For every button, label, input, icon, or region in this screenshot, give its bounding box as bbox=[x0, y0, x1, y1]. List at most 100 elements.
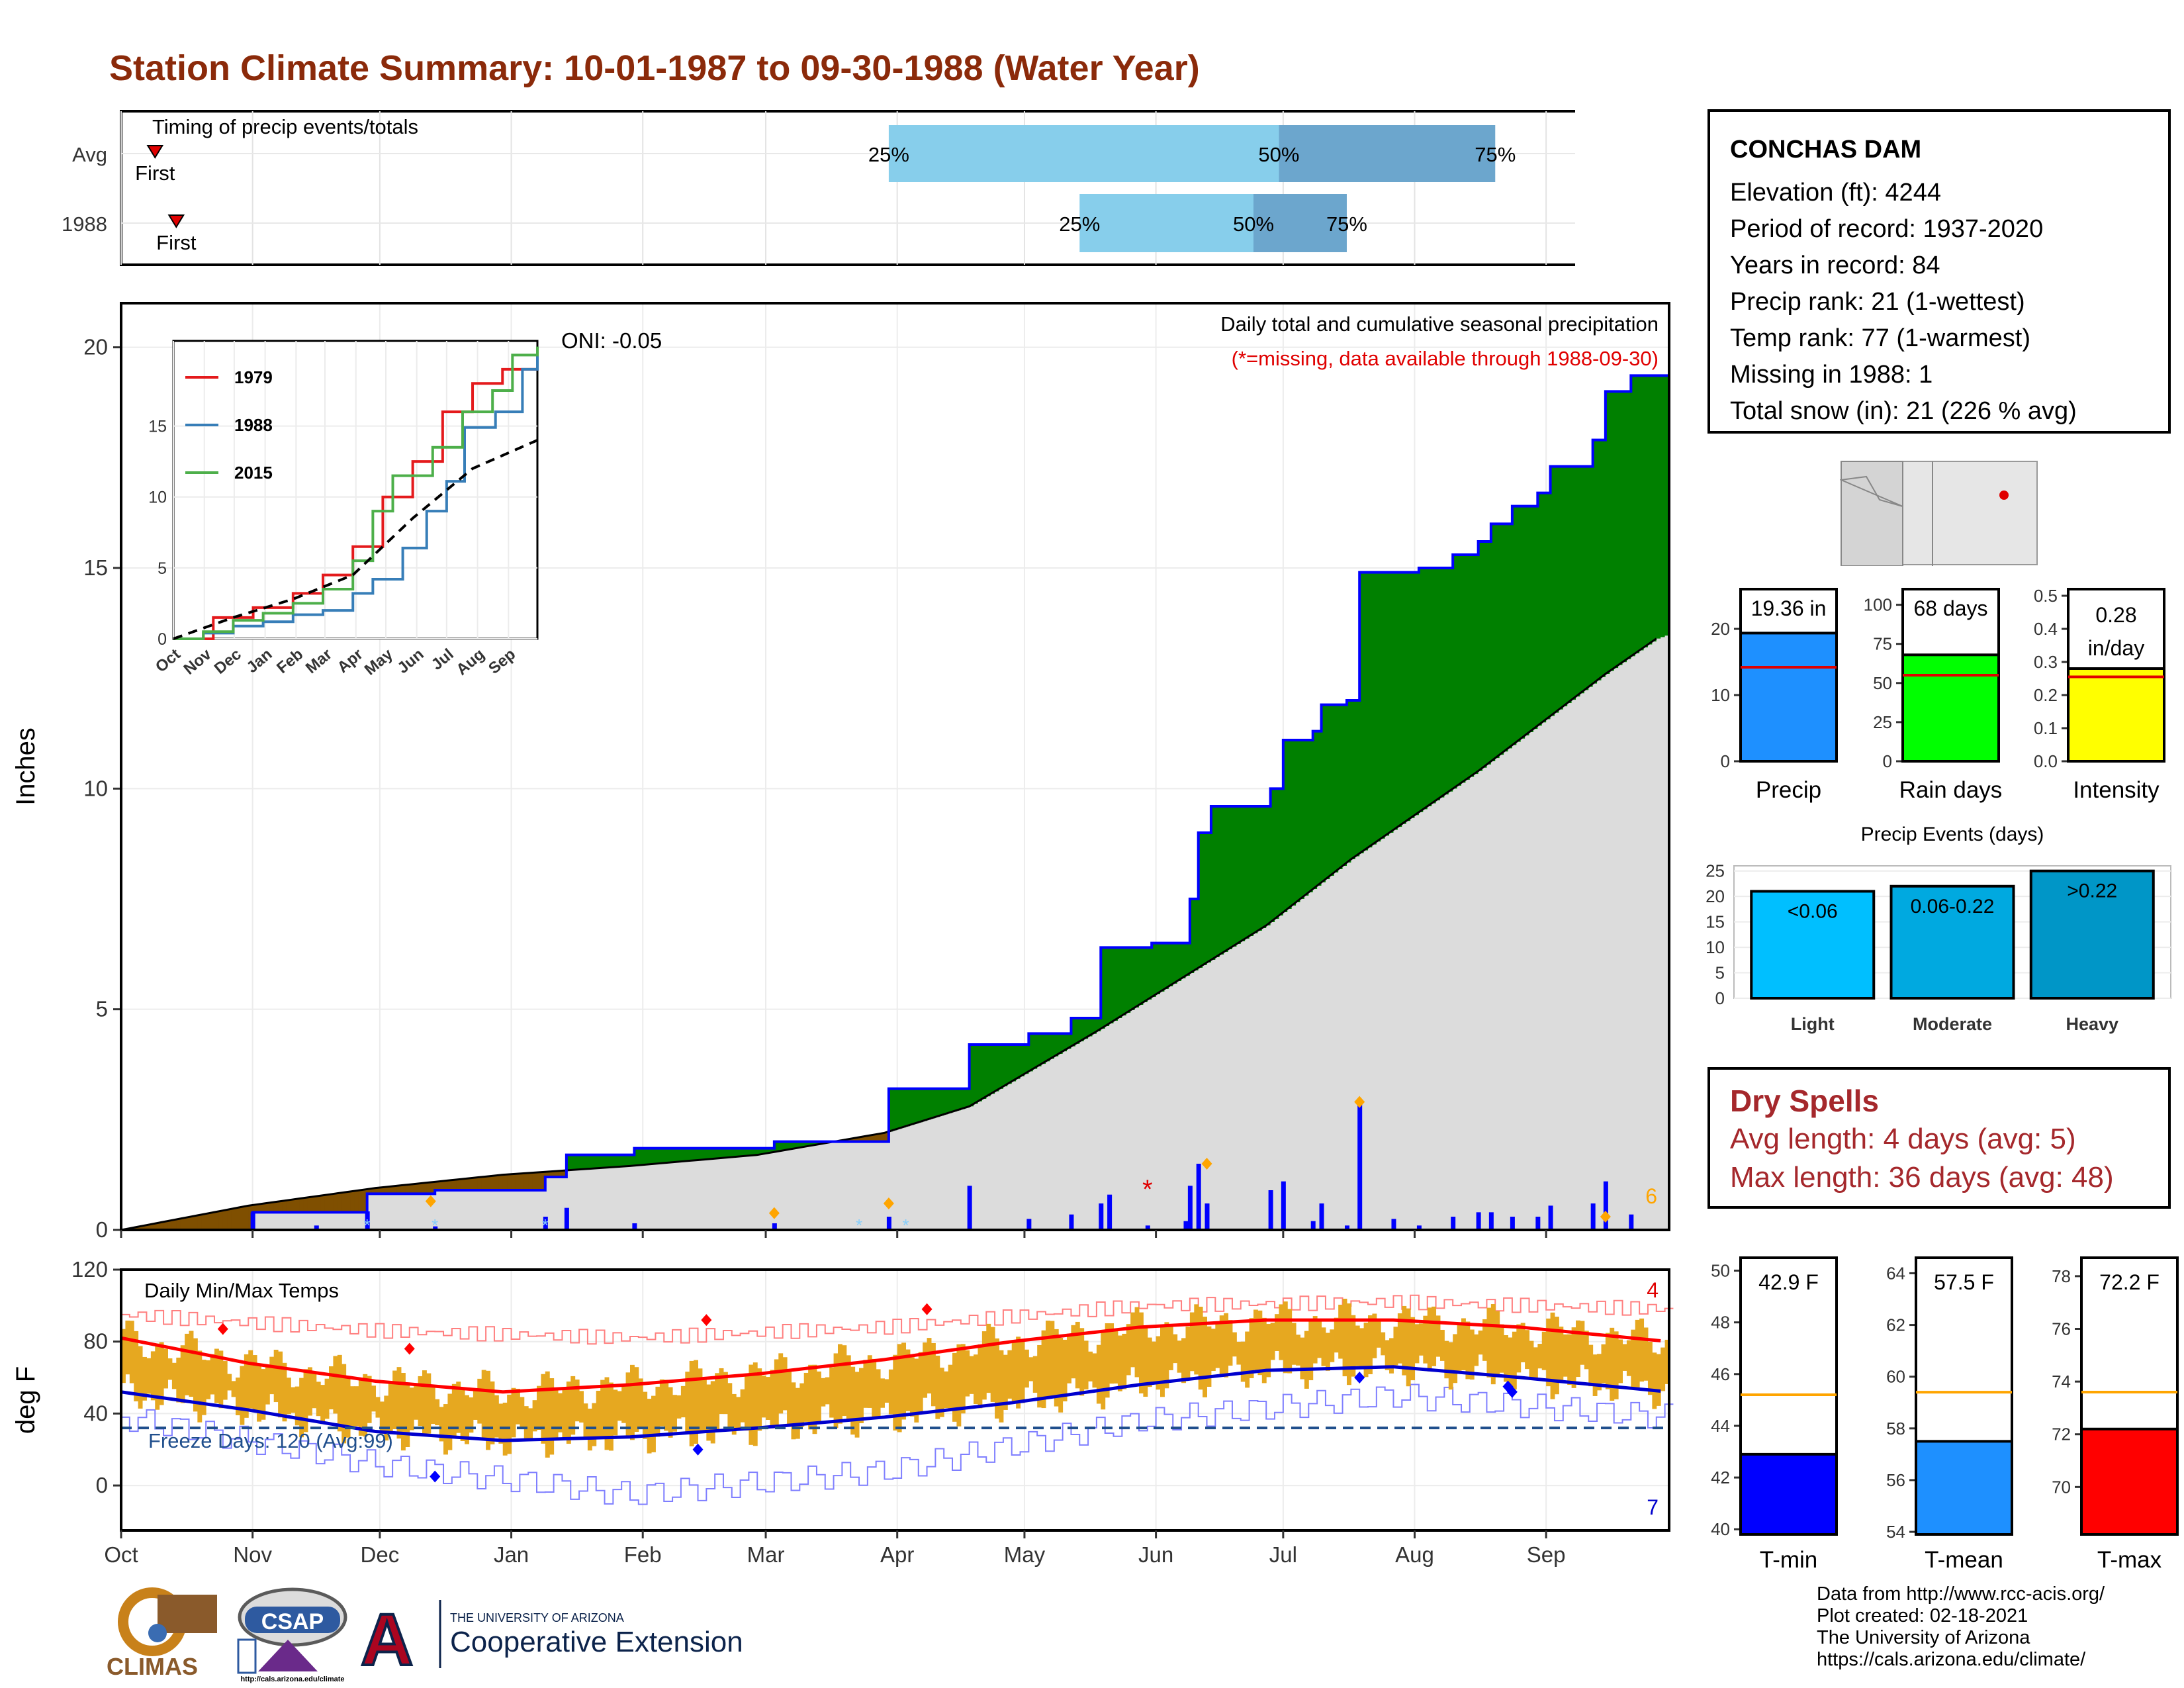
wet-anomaly-fill bbox=[1664, 375, 1670, 636]
avg-fill bbox=[846, 1141, 851, 1230]
dry-anomaly-fill bbox=[537, 1172, 542, 1190]
avg-fill bbox=[1253, 933, 1259, 1230]
avg-fill bbox=[752, 1155, 758, 1230]
wet-anomaly-fill bbox=[702, 1148, 707, 1160]
wet-anomaly-fill bbox=[1537, 492, 1543, 726]
wet-anomaly-fill bbox=[664, 1148, 669, 1163]
station-info-line: Precip rank: 21 (1-wettest) bbox=[1730, 288, 2025, 316]
dry-anomaly-fill bbox=[167, 1221, 173, 1230]
wet-anomaly-fill bbox=[1605, 391, 1610, 674]
daily-temp-bar bbox=[821, 1378, 826, 1407]
wet-anomaly-fill bbox=[1279, 788, 1284, 915]
avg-fill bbox=[273, 1212, 279, 1230]
daily-temp-bar bbox=[363, 1374, 368, 1437]
avg-fill bbox=[1092, 1033, 1097, 1230]
mini-bar-value-unit: in/day bbox=[2088, 636, 2144, 660]
daily-temp-bar bbox=[1546, 1318, 1551, 1387]
dry-anomaly-fill bbox=[189, 1217, 194, 1230]
avg-fill bbox=[1045, 1061, 1050, 1230]
avg-fill bbox=[859, 1141, 864, 1230]
daily-temp-bar bbox=[269, 1356, 275, 1395]
daily-temp-bar bbox=[901, 1342, 907, 1420]
daily-temp-bar bbox=[680, 1385, 686, 1418]
avg-fill bbox=[562, 1177, 567, 1230]
avg-fill bbox=[1266, 925, 1271, 1230]
dry-anomaly-fill bbox=[138, 1227, 143, 1230]
avg-fill bbox=[1402, 823, 1407, 1230]
dry-anomaly-fill bbox=[222, 1210, 228, 1230]
daily-temp-bar bbox=[1508, 1337, 1513, 1393]
dry-anomaly-fill bbox=[150, 1224, 156, 1230]
daily-temp-bar bbox=[1571, 1327, 1576, 1388]
daily-temp-bar bbox=[1592, 1354, 1598, 1396]
tbar-t-min bbox=[1739, 1452, 1838, 1536]
daily-temp-bar bbox=[134, 1331, 139, 1401]
dry-anomaly-fill bbox=[498, 1175, 504, 1190]
avg-fill bbox=[430, 1194, 435, 1230]
daily-precip-bar bbox=[1548, 1205, 1553, 1230]
ua-small-text: THE UNIVERSITY OF ARIZONA bbox=[450, 1611, 624, 1624]
avg-fill bbox=[375, 1194, 381, 1230]
daily-temp-bar bbox=[944, 1371, 949, 1409]
dry-anomaly-fill bbox=[231, 1209, 236, 1230]
wet-anomaly-fill bbox=[1435, 568, 1441, 801]
avg-fill bbox=[706, 1159, 711, 1230]
avg-fill bbox=[782, 1150, 788, 1230]
avg-fill bbox=[1122, 1015, 1127, 1230]
daily-temp-bar bbox=[1101, 1332, 1106, 1410]
wet-anomaly-fill bbox=[1079, 1018, 1085, 1042]
avg-fill bbox=[1050, 1058, 1055, 1230]
daily-temp-bar bbox=[995, 1338, 1000, 1419]
daily-temp-bar bbox=[240, 1366, 245, 1425]
wet-anomaly-fill bbox=[770, 1148, 775, 1153]
dry-anomaly-fill bbox=[473, 1178, 478, 1190]
dry-anomaly-fill bbox=[469, 1178, 474, 1190]
events-bar-range: >0.22 bbox=[2067, 880, 2117, 902]
ua-a-mark: A bbox=[361, 1599, 413, 1681]
avg-fill bbox=[1601, 677, 1606, 1230]
daily-temp-bar bbox=[931, 1342, 936, 1407]
wet-anomaly-fill bbox=[1647, 375, 1653, 645]
avg-fill bbox=[405, 1194, 410, 1230]
daily-temp-bar bbox=[1661, 1347, 1666, 1391]
wet-anomaly-fill bbox=[1448, 568, 1453, 792]
avg-fill bbox=[1325, 879, 1330, 1230]
dry-anomaly-fill bbox=[375, 1188, 381, 1194]
avg-fill bbox=[1143, 1002, 1148, 1230]
daily-temp-bar bbox=[486, 1370, 491, 1450]
daily-temp-bar bbox=[1232, 1332, 1237, 1357]
record-high-marker bbox=[404, 1342, 415, 1355]
daily-temp-bar bbox=[842, 1345, 847, 1417]
avg-fill bbox=[1101, 1029, 1106, 1230]
wet-anomaly-fill bbox=[613, 1154, 618, 1168]
avg-fill bbox=[736, 1156, 741, 1230]
daily-temp-bar bbox=[1210, 1329, 1216, 1372]
daily-temp-bar bbox=[206, 1360, 211, 1399]
daily-temp-bar bbox=[1058, 1337, 1064, 1413]
dry-anomaly-fill bbox=[456, 1180, 461, 1190]
avg-fill bbox=[854, 1141, 860, 1230]
daily-temp-bar bbox=[1537, 1344, 1543, 1369]
logos: CLIMAS CSAP http://cals.arizona.edu/clim… bbox=[107, 1587, 743, 1683]
avg-fill bbox=[1210, 960, 1216, 1230]
wet-anomaly-fill bbox=[1554, 466, 1559, 713]
avg-fill bbox=[1321, 882, 1326, 1230]
wet-anomaly-fill bbox=[1338, 704, 1343, 869]
mini-bar-rain-days bbox=[1901, 653, 2000, 763]
daily-temp-bar bbox=[435, 1399, 440, 1426]
avg-fill bbox=[1346, 863, 1351, 1230]
wet-anomaly-fill bbox=[774, 1141, 779, 1152]
wet-anomaly-fill bbox=[1499, 524, 1504, 755]
wet-anomaly-fill bbox=[1054, 1033, 1059, 1056]
summary-bars: 0 10 20 19.36 in Precip 0 25 50 75 100 68 days Rain… bbox=[1711, 586, 2165, 803]
daily-temp-bar bbox=[189, 1331, 194, 1397]
mini-ytick-label: 25 bbox=[1873, 712, 1892, 732]
wet-anomaly-fill bbox=[676, 1148, 682, 1162]
avg-fill bbox=[579, 1169, 584, 1230]
avg-fill bbox=[676, 1162, 682, 1230]
avg-fill bbox=[1461, 782, 1467, 1230]
avg-fill bbox=[1504, 751, 1509, 1230]
ua-big-text: Cooperative Extension bbox=[450, 1626, 743, 1658]
avg-fill bbox=[867, 1141, 872, 1230]
avg-fill bbox=[1261, 928, 1267, 1230]
